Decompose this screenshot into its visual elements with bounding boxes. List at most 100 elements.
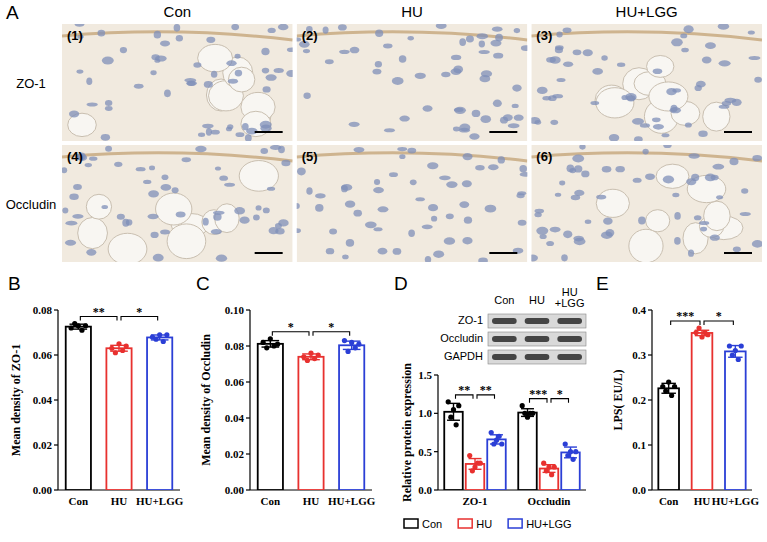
nucleus xyxy=(69,194,78,201)
nucleus xyxy=(408,230,415,237)
error-cap xyxy=(543,464,556,465)
nucleus xyxy=(126,219,132,225)
nucleus xyxy=(542,96,551,101)
nucleus xyxy=(719,105,730,109)
error-line xyxy=(701,330,702,335)
data-point xyxy=(573,449,578,454)
nucleus xyxy=(206,128,212,136)
blot-strip xyxy=(488,332,586,346)
nucleus xyxy=(583,49,593,56)
nucleus xyxy=(555,47,563,54)
nucleus xyxy=(98,30,106,37)
error-cap xyxy=(70,328,88,329)
y-tick xyxy=(54,309,58,310)
nucleus xyxy=(670,105,677,113)
error-bar xyxy=(343,341,361,349)
y-tick xyxy=(648,354,652,355)
nucleus xyxy=(211,229,222,235)
epithelium-edge xyxy=(531,32,762,40)
epithelium-edge xyxy=(62,153,293,161)
nucleus xyxy=(263,208,270,214)
nucleus xyxy=(453,65,463,73)
goblet-cell xyxy=(647,55,674,77)
y-tick-label: 0.4 xyxy=(632,304,646,316)
significance-label: * xyxy=(557,387,563,401)
y-tick-label: 0.04 xyxy=(33,394,53,406)
error-line xyxy=(453,403,454,420)
error-bar xyxy=(564,447,577,458)
nucleus xyxy=(266,74,277,81)
nucleus xyxy=(303,93,310,99)
nucleus xyxy=(415,73,426,79)
error-line xyxy=(474,459,475,470)
error-line xyxy=(310,354,311,360)
error-bar xyxy=(521,409,534,417)
nucleus xyxy=(431,216,437,222)
image-label: (1) xyxy=(67,28,83,43)
nucleus xyxy=(518,220,527,226)
x-tick-label: HU+LGG xyxy=(136,495,184,507)
x-tick-label: HU xyxy=(303,495,320,507)
y-tick xyxy=(246,417,250,418)
nucleus xyxy=(520,172,528,177)
nucleus xyxy=(694,215,702,220)
error-line xyxy=(548,465,549,473)
error-bar xyxy=(661,383,675,393)
nucleus xyxy=(338,24,347,30)
nucleus xyxy=(384,128,395,132)
nucleus xyxy=(498,156,505,163)
y-axis xyxy=(249,310,250,490)
nucleus xyxy=(686,178,696,185)
error-cap xyxy=(490,434,503,435)
legend-item: Con xyxy=(404,518,442,530)
nucleus xyxy=(514,28,520,33)
goblet-cell xyxy=(86,194,111,219)
error-cap xyxy=(151,339,169,340)
y-axis xyxy=(437,375,438,490)
nucleus xyxy=(306,187,312,195)
column-header: HU+LGG xyxy=(616,3,678,20)
legend-item: HU xyxy=(458,518,492,530)
y-tick-label: 0.3 xyxy=(632,349,646,361)
nucleus xyxy=(213,213,221,220)
image-label: (2) xyxy=(302,28,318,43)
significance-label: *** xyxy=(529,387,547,401)
error-cap xyxy=(110,350,128,351)
nucleus xyxy=(148,214,159,219)
nucleus xyxy=(240,217,250,224)
nucleus xyxy=(85,163,92,167)
nucleus xyxy=(286,70,292,77)
bar xyxy=(658,388,679,490)
nucleus xyxy=(198,132,205,137)
data-point xyxy=(705,332,710,337)
nucleus xyxy=(466,36,474,43)
nucleus xyxy=(462,237,472,244)
nucleus xyxy=(688,153,699,159)
error-cap xyxy=(343,349,361,350)
nucleus xyxy=(590,101,599,105)
goblet-cell xyxy=(596,189,629,217)
nucleus xyxy=(297,228,301,233)
nucleus xyxy=(696,81,706,88)
nucleus xyxy=(585,219,592,223)
significance-label: * xyxy=(136,305,142,319)
nucleus xyxy=(534,209,544,214)
nucleus xyxy=(454,108,464,112)
blot-band xyxy=(557,336,582,342)
goblet-cell xyxy=(649,82,688,111)
legend-item: HU+LGG xyxy=(508,518,572,530)
y-tick xyxy=(648,444,652,445)
error-cap xyxy=(661,383,675,384)
y-tick xyxy=(54,444,58,445)
y-tick-label: 0.5 xyxy=(418,446,432,458)
error-cap xyxy=(262,346,280,347)
nucleus xyxy=(378,248,388,255)
error-cap xyxy=(661,393,675,394)
nucleus xyxy=(663,176,674,184)
nucleus xyxy=(211,130,220,135)
y-tick-label: 0.08 xyxy=(225,340,245,352)
y-tick-label: 0.06 xyxy=(225,376,245,388)
nucleus xyxy=(75,24,85,27)
band-label: GAPDH xyxy=(444,350,483,362)
nucleus xyxy=(633,178,642,183)
